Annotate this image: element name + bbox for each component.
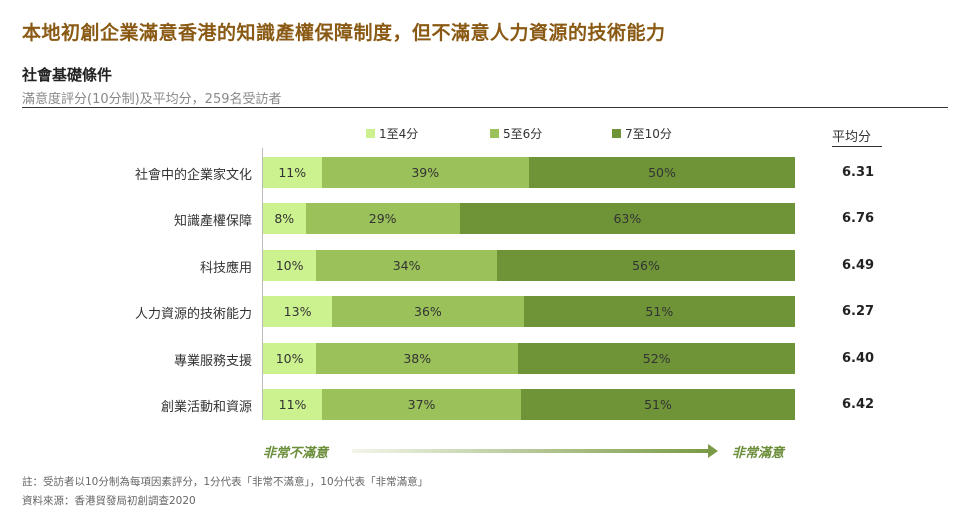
bar-segment: 56% [497, 249, 795, 281]
bar-segment: 51% [523, 296, 795, 328]
legend-swatch-5-6 [490, 129, 499, 138]
chart-caption: 滿意度評分(10分制)及平均分，259名受訪者 [22, 92, 282, 107]
data-label: 51% [645, 304, 674, 320]
bar-segment: 63% [459, 203, 795, 235]
data-label: 11% [278, 165, 307, 180]
legend-swatch-1-4 [366, 129, 375, 138]
category-label: 科技應用 [199, 260, 252, 276]
data-label: 51% [644, 397, 672, 412]
bar-segment: 51% [520, 389, 795, 420]
bar-row: 11% 37% 51% [263, 389, 795, 420]
category-axis-line [262, 148, 263, 420]
bar-segment: 52% [518, 342, 795, 374]
legend-item-1-4: 1至4分 [366, 125, 418, 142]
page-title: 本地初創企業滿意香港的知識產權保障制度，但不滿意人力資源的技術能力 [22, 22, 666, 44]
bar-segment: 8% [263, 203, 306, 235]
scale-right-label: 非常滿意 [732, 446, 785, 461]
category-label: 人力資源的技術能力 [134, 307, 252, 323]
data-label: 10% [275, 350, 304, 366]
data-label: 29% [368, 211, 397, 227]
data-label: 38% [403, 350, 432, 366]
category-label: 社會中的企業家文化 [134, 168, 252, 183]
bar-row: 10% 34% 56% [263, 249, 795, 281]
header-divider [22, 107, 948, 108]
bar-segment: 36% [332, 296, 524, 328]
bar-row: 11% 39% 50% [263, 157, 795, 188]
category-label: 創業活動和資源 [160, 400, 252, 415]
legend-label-7-10: 7至10分 [625, 127, 672, 141]
legend-item-5-6: 5至6分 [490, 125, 542, 142]
average-header-underline [832, 146, 882, 147]
data-label: 63% [613, 211, 642, 227]
bar-segment: 37% [322, 389, 521, 420]
data-label: 56% [632, 257, 660, 273]
bar-segment: 13% [263, 296, 333, 328]
category-label: 專業服務支援 [173, 353, 252, 369]
data-label: 37% [407, 397, 436, 412]
legend-label-5-6: 5至6分 [503, 127, 543, 141]
average-header: 平均分 [832, 130, 872, 145]
bar-row: 13% 36% 51% [263, 296, 795, 328]
average-score: 6.31 [842, 165, 875, 180]
chart-subtitle: 社會基礎條件 [22, 66, 113, 84]
data-label: 52% [642, 350, 671, 366]
bar-segment: 29% [305, 203, 460, 235]
bar-row: 10% 38% 52% [263, 342, 795, 374]
footnote: 註：受訪者以10分制為每項因素評分，1分代表「非常不滿意」，10分代表「非常滿意… [22, 476, 429, 488]
scale-left-label: 非常不滿意 [263, 446, 329, 461]
category-label: 知識產權保障 [173, 214, 252, 230]
average-score: 6.40 [842, 350, 875, 366]
bar-segment: 11% [263, 389, 323, 420]
satisfaction-scale-arrow [352, 449, 710, 453]
data-label: 10% [275, 257, 304, 273]
legend-label-1-4: 1至4分 [379, 127, 419, 141]
bar-row: 8% 29% 63% [263, 203, 795, 235]
average-score: 6.42 [842, 397, 875, 412]
arrow-head-icon [708, 444, 718, 458]
legend-item-7-10: 7至10分 [612, 125, 672, 142]
source-note: 資料來源：香港貿發局初創調查2020 [22, 495, 196, 507]
data-label: 50% [648, 165, 676, 180]
data-label: 8% [274, 211, 295, 227]
data-label: 34% [392, 257, 421, 273]
bar-segment: 10% [263, 342, 317, 374]
data-label: 39% [411, 165, 440, 180]
data-label: 13% [283, 304, 312, 320]
bar-segment: 38% [316, 342, 519, 374]
average-score: 6.49 [842, 257, 875, 273]
average-score: 6.76 [842, 211, 875, 227]
data-label: 11% [278, 397, 307, 412]
bar-segment: 34% [316, 249, 498, 281]
bar-segment: 10% [263, 249, 317, 281]
bar-segment: 11% [263, 157, 322, 188]
bar-segment: 39% [321, 157, 529, 188]
legend-swatch-7-10 [612, 129, 621, 138]
average-score: 6.27 [842, 304, 875, 320]
bar-segment: 50% [528, 157, 795, 188]
data-label: 36% [414, 304, 442, 320]
